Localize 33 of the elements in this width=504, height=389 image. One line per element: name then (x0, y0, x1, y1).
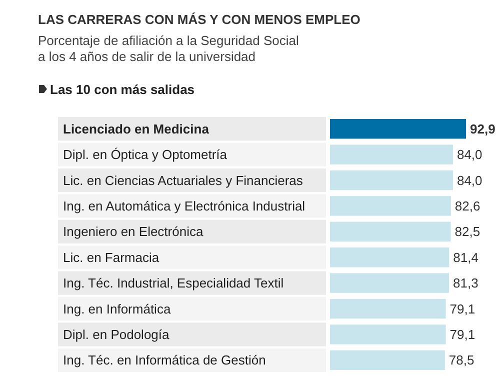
bar (330, 298, 446, 319)
bar (330, 170, 453, 190)
bar (330, 144, 453, 164)
y-tick-label: Ing. Téc. en Informática de Gestión (63, 352, 266, 368)
y-tick-label: Dipl. en Óptica y Optometría (63, 147, 228, 162)
data-label: 82,5 (454, 224, 480, 240)
data-label: 82,6 (454, 198, 480, 214)
data-label: 84,0 (456, 147, 482, 162)
bar (330, 350, 445, 370)
data-label: 81,3 (453, 276, 478, 291)
y-tick-label: Ing. en Informática (63, 301, 172, 316)
data-label: 78,5 (448, 352, 474, 368)
bar (330, 324, 446, 344)
bar (330, 196, 451, 216)
text: Las 10 con más salidas (50, 82, 195, 97)
data-label: 79,1 (450, 326, 476, 342)
y-tick-label: Dipl. en Podología (63, 326, 170, 342)
y-tick-label: Licenciado en Medicina (63, 121, 210, 136)
text: LAS CARRERAS CON MÁS Y CON MENOS EMPLEO (38, 12, 360, 27)
y-tick-label: Ing. en Automática y Electrónica Industrial (63, 198, 306, 214)
data-label: 84,0 (456, 172, 482, 188)
text: Porcentaje de afiliación a la Seguridad Social a los 4 años de salir de la universidad (38, 33, 299, 64)
bar (330, 222, 451, 242)
y-tick-label: Ingeniero en Electrónica (63, 224, 204, 240)
y-tick-label: Ing. Téc. Industrial, Especialidad Textil (63, 276, 284, 291)
y-tick-label: Lic. en Ciencias Actuariales y Financieras (63, 172, 304, 188)
bar (330, 119, 466, 139)
data-label: 81,4 (453, 250, 478, 265)
data-label: 92,9 (470, 121, 496, 136)
bar (330, 248, 450, 268)
y-tick-label: Lic. en Farmacia (63, 250, 160, 265)
data-label: 79,1 (450, 301, 476, 316)
bar (330, 273, 450, 293)
